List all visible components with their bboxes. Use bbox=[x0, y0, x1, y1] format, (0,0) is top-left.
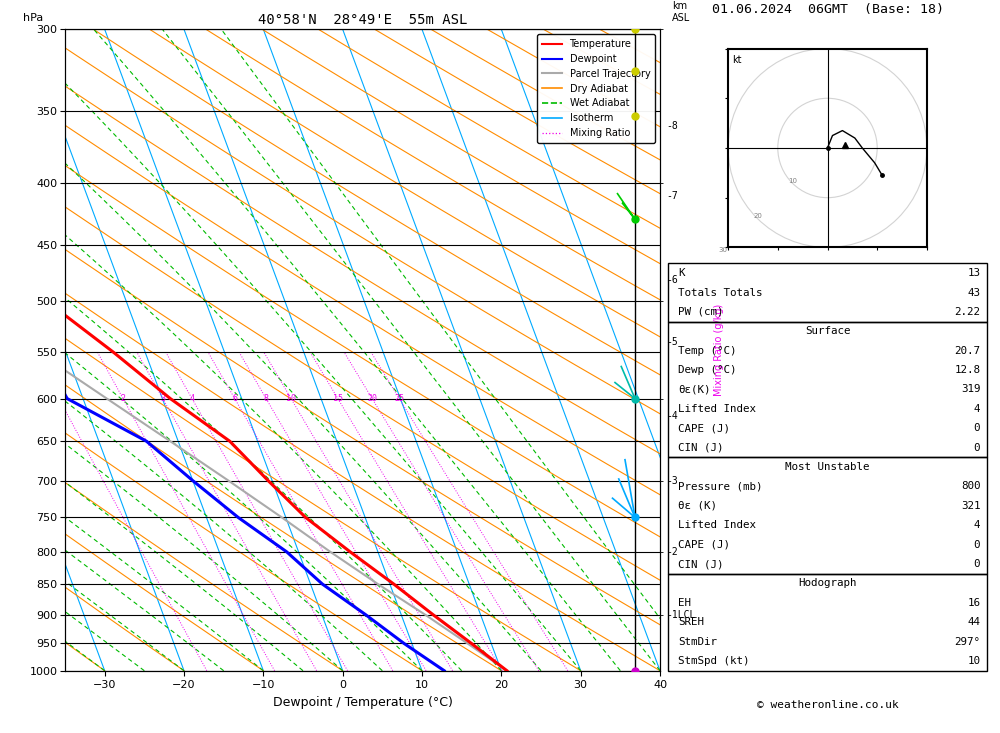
Text: Surface: Surface bbox=[805, 326, 850, 336]
Text: 20.7: 20.7 bbox=[954, 346, 980, 356]
Text: 319: 319 bbox=[961, 385, 980, 394]
Text: StmDir: StmDir bbox=[678, 636, 717, 647]
Text: 0: 0 bbox=[974, 423, 980, 433]
Text: Pressure (mb): Pressure (mb) bbox=[678, 482, 763, 491]
Text: 10: 10 bbox=[967, 656, 980, 666]
Text: 0: 0 bbox=[974, 539, 980, 550]
Text: CIN (J): CIN (J) bbox=[678, 443, 724, 453]
Text: 20: 20 bbox=[753, 213, 762, 218]
Text: -1LCL: -1LCL bbox=[666, 610, 695, 619]
Text: 4: 4 bbox=[190, 394, 195, 403]
Text: 8: 8 bbox=[264, 394, 269, 403]
Text: Totals Totals: Totals Totals bbox=[678, 287, 763, 298]
Bar bbox=[668, 263, 987, 322]
Text: Most Unstable: Most Unstable bbox=[785, 462, 870, 472]
Text: 297°: 297° bbox=[954, 636, 980, 647]
Text: 43: 43 bbox=[967, 287, 980, 298]
Text: -6: -6 bbox=[666, 275, 678, 284]
Text: 25: 25 bbox=[394, 394, 404, 403]
Text: © weatheronline.co.uk: © weatheronline.co.uk bbox=[757, 700, 898, 710]
Text: Lifted Index: Lifted Index bbox=[678, 520, 756, 530]
Bar bbox=[668, 457, 987, 574]
X-axis label: Dewpoint / Temperature (°C): Dewpoint / Temperature (°C) bbox=[273, 696, 452, 709]
Text: km
ASL: km ASL bbox=[672, 1, 690, 23]
Text: 20: 20 bbox=[367, 394, 377, 403]
Title: 40°58'N  28°49'E  55m ASL: 40°58'N 28°49'E 55m ASL bbox=[258, 12, 467, 27]
Text: EH: EH bbox=[678, 598, 691, 608]
Text: PW (cm): PW (cm) bbox=[678, 307, 724, 317]
Text: kt: kt bbox=[732, 54, 742, 65]
Text: 6: 6 bbox=[232, 394, 237, 403]
Text: 2.22: 2.22 bbox=[954, 307, 980, 317]
Text: 01.06.2024  06GMT  (Base: 18): 01.06.2024 06GMT (Base: 18) bbox=[712, 4, 944, 17]
Text: Dewp (°C): Dewp (°C) bbox=[678, 365, 736, 375]
Text: θε(K): θε(K) bbox=[678, 385, 710, 394]
Text: hPa: hPa bbox=[23, 13, 44, 23]
Text: -7: -7 bbox=[666, 191, 678, 201]
Text: Lifted Index: Lifted Index bbox=[678, 404, 756, 414]
Bar bbox=[668, 574, 987, 671]
Text: 44: 44 bbox=[967, 617, 980, 627]
Text: 15: 15 bbox=[333, 394, 343, 403]
Text: Mixing Ratio (g/kg): Mixing Ratio (g/kg) bbox=[714, 304, 724, 396]
Bar bbox=[668, 322, 987, 457]
Text: StmSpd (kt): StmSpd (kt) bbox=[678, 656, 750, 666]
Text: Hodograph: Hodograph bbox=[798, 578, 857, 589]
Text: 3: 3 bbox=[160, 394, 165, 403]
Text: 4: 4 bbox=[974, 404, 980, 414]
Text: CAPE (J): CAPE (J) bbox=[678, 423, 730, 433]
Text: 16: 16 bbox=[967, 598, 980, 608]
Text: 800: 800 bbox=[961, 482, 980, 491]
Text: -2: -2 bbox=[666, 547, 678, 557]
Text: CIN (J): CIN (J) bbox=[678, 559, 724, 569]
Text: 321: 321 bbox=[961, 501, 980, 511]
Text: 13: 13 bbox=[967, 268, 980, 278]
Text: 0: 0 bbox=[974, 443, 980, 453]
Text: -3: -3 bbox=[666, 476, 678, 486]
Text: 10: 10 bbox=[286, 394, 296, 403]
Text: CAPE (J): CAPE (J) bbox=[678, 539, 730, 550]
Text: 12.8: 12.8 bbox=[954, 365, 980, 375]
Text: 10: 10 bbox=[788, 178, 797, 184]
Text: 4: 4 bbox=[974, 520, 980, 530]
Text: -8: -8 bbox=[666, 122, 678, 131]
Text: 30: 30 bbox=[719, 247, 728, 254]
Text: K: K bbox=[678, 268, 684, 278]
Text: -5: -5 bbox=[666, 337, 678, 347]
Text: -4: -4 bbox=[666, 411, 678, 421]
Legend: Temperature, Dewpoint, Parcel Trajectory, Dry Adiabat, Wet Adiabat, Isotherm, Mi: Temperature, Dewpoint, Parcel Trajectory… bbox=[537, 34, 655, 143]
Text: 0: 0 bbox=[974, 559, 980, 569]
Text: Temp (°C): Temp (°C) bbox=[678, 346, 736, 356]
Text: θε (K): θε (K) bbox=[678, 501, 717, 511]
Text: SREH: SREH bbox=[678, 617, 704, 627]
Text: 2: 2 bbox=[121, 394, 126, 403]
